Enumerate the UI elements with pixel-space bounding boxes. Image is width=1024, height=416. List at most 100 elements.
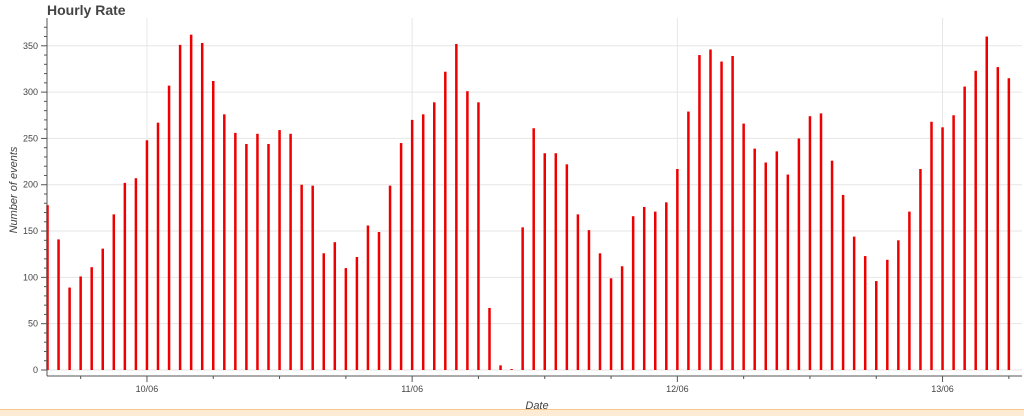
bar [908,211,911,370]
chart-title: Hourly Rate [47,2,126,18]
bar [477,102,480,370]
bar [852,236,856,370]
bar [742,123,745,370]
bar [974,70,977,371]
bar [123,182,127,370]
bar [609,278,613,370]
x-tick-label: 13/06 [931,384,954,394]
y-tick-label: 100 [23,272,38,282]
bar [863,256,867,370]
bar [642,206,646,370]
bar [819,113,823,371]
bar [101,248,104,370]
bar [134,178,138,370]
y-tick-label: 250 [23,133,38,143]
bar [57,239,60,370]
x-tick-label: 10/06 [136,384,159,394]
y-tick-label: 350 [23,41,38,51]
bar [841,194,845,370]
bar [145,140,149,370]
bar [333,242,337,370]
bar [488,307,491,370]
y-tick-label: 0 [33,365,38,375]
bar [720,61,723,371]
bar [300,184,303,370]
bottom-strip [0,409,1024,416]
bar [79,276,82,370]
y-tick-label: 200 [23,180,38,190]
bar [897,240,900,370]
bar [576,214,580,370]
bar [355,256,359,370]
y-tick-label: 300 [23,87,38,97]
y-axis-label: Number of events [8,146,20,233]
bar [996,67,1000,371]
bar [631,216,635,370]
bar [200,43,204,370]
bar [278,130,281,370]
bar [455,43,458,371]
bar [676,168,679,370]
bar [433,102,436,370]
bar [687,111,690,370]
bar [654,211,657,370]
bar [322,253,325,370]
x-tick-label: 12/06 [666,384,689,394]
bar [510,369,513,370]
bar [444,71,447,370]
bar [963,86,966,371]
bar [344,268,348,370]
bar [421,114,425,370]
bar [256,133,259,370]
bar [267,143,270,370]
bar [543,153,546,370]
bar [753,148,756,370]
bar [212,80,215,370]
bar [919,168,922,370]
bar [366,225,370,370]
bar [167,85,171,370]
y-tick-label: 150 [23,226,38,236]
bar [764,162,767,370]
axis-layer [46,18,1022,377]
bar [775,151,779,370]
bar [886,259,889,370]
bar [90,267,93,370]
bar [786,174,790,370]
tick-layer: 0 50 100 150 200 250 300 350 10/06 11/06 12/06 13/0… [23,26,1010,394]
bar [68,287,71,370]
bar [1007,78,1011,371]
bar [875,281,878,370]
bar [189,34,193,371]
bar [698,55,701,370]
bar [731,55,734,371]
bar [830,160,834,370]
bar-layer [46,34,1011,371]
bar [156,122,160,371]
bar [178,44,182,370]
bar [532,128,535,370]
bar [952,115,955,371]
bar [245,143,248,370]
bar [311,185,314,370]
bar [112,214,116,370]
bar [388,185,392,370]
bar [598,253,602,370]
bar [797,138,801,370]
x-tick-label: 11/06 [401,384,423,394]
bar [941,127,944,370]
bar [554,153,558,370]
bar [223,114,226,370]
bar [399,143,403,370]
bar [410,119,414,370]
bar [930,121,933,370]
bar [234,132,237,370]
bar [565,164,569,370]
bar [665,202,668,370]
bar [377,231,381,370]
bar [521,227,524,370]
bar [466,91,469,370]
bar [289,133,292,370]
y-tick-label: 50 [28,319,38,329]
